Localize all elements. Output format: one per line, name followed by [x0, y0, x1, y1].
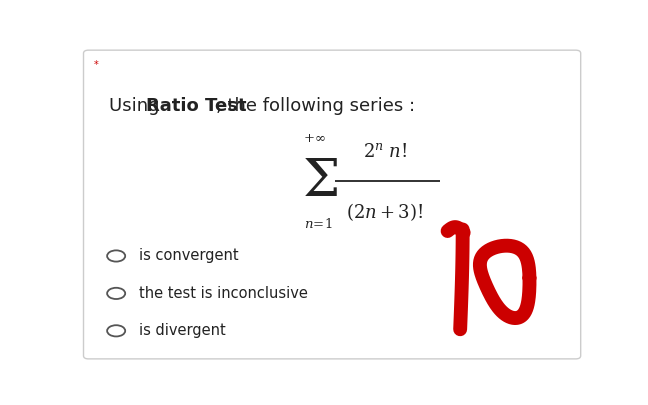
Text: is convergent: is convergent	[139, 249, 238, 264]
Text: is divergent: is divergent	[139, 323, 226, 338]
Text: $\Sigma$: $\Sigma$	[302, 155, 338, 207]
Text: $2^n\ n!$: $2^n\ n!$	[363, 143, 407, 161]
Text: Using: Using	[109, 97, 165, 115]
FancyBboxPatch shape	[84, 50, 581, 359]
Text: $n\!=\!1$: $n\!=\!1$	[305, 217, 333, 231]
Text: , the following series :: , the following series :	[216, 97, 415, 115]
Text: $+\infty$: $+\infty$	[303, 132, 326, 145]
Text: Ratio Test: Ratio Test	[146, 97, 247, 115]
Text: *: *	[93, 60, 98, 70]
Text: the test is inconclusive: the test is inconclusive	[139, 286, 308, 301]
Text: $(2n+3)!$: $(2n+3)!$	[346, 201, 424, 223]
